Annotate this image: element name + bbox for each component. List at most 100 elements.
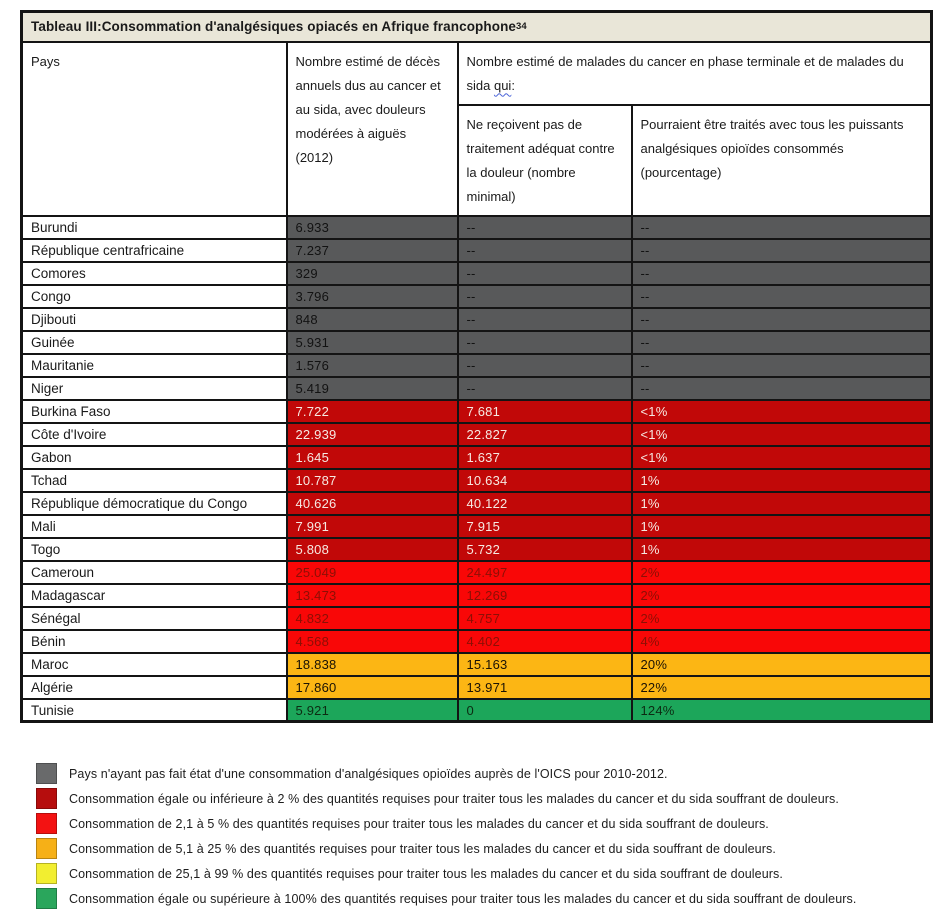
percent-value-cell: --: [630, 214, 933, 240]
percent-value-cell: --: [630, 237, 933, 263]
group-header-colon: :: [511, 77, 515, 93]
percent-value-cell: --: [630, 283, 933, 309]
percent-value-cell: 2%: [630, 559, 933, 585]
deaths-value-cell: 3.796: [285, 283, 459, 309]
percent-value-cell: 20%: [630, 651, 933, 677]
deaths-value-cell: 5.931: [285, 329, 459, 355]
legend-color-swatch: [36, 838, 57, 859]
table-row: Djibouti 848 -- --: [20, 306, 933, 332]
percent-value-cell: --: [630, 352, 933, 378]
untreated-value-cell: 10.634: [456, 467, 633, 493]
column-header-deaths: Nombre estimé de décès annuels dus au ca…: [285, 40, 459, 217]
deaths-value-cell: 4.568: [285, 628, 459, 654]
deaths-value-cell: 5.419: [285, 375, 459, 401]
country-name-cell: Burundi: [20, 214, 288, 240]
column-header-treatable: Pourraient être traités avec tous les pu…: [630, 103, 933, 217]
percent-value-cell: 2%: [630, 605, 933, 631]
table-row: Mauritanie 1.576 -- --: [20, 352, 933, 378]
deaths-value-cell: 7.237: [285, 237, 459, 263]
deaths-value-cell: 13.473: [285, 582, 459, 608]
footnote-marker: 34: [516, 20, 527, 32]
table-row: Congo 3.796 -- --: [20, 283, 933, 309]
deaths-value-cell: 848: [285, 306, 459, 332]
table-row: Togo 5.808 5.732 1%: [20, 536, 933, 562]
percent-value-cell: <1%: [630, 444, 933, 470]
table-row: Guinée 5.931 -- --: [20, 329, 933, 355]
country-name-cell: Maroc: [20, 651, 288, 677]
percent-value-cell: 1%: [630, 536, 933, 562]
country-name-cell: Mauritanie: [20, 352, 288, 378]
legend-item: Consommation de 5,1 à 25 % des quantités…: [36, 836, 926, 861]
untreated-value-cell: 22.827: [456, 421, 633, 447]
percent-value-cell: 1%: [630, 490, 933, 516]
untreated-value-cell: 1.637: [456, 444, 633, 470]
untreated-value-cell: 7.915: [456, 513, 633, 539]
table-title: Tableau III:Consommation d'analgésiques …: [20, 10, 933, 43]
percent-value-cell: --: [630, 375, 933, 401]
untreated-value-cell: 13.971: [456, 674, 633, 700]
untreated-value-cell: 5.732: [456, 536, 633, 562]
legend-color-swatch: [36, 888, 57, 909]
title-row: Tableau III:Consommation d'analgésiques …: [20, 10, 933, 43]
country-name-cell: Togo: [20, 536, 288, 562]
legend: Pays n'ayant pas fait état d'une consomm…: [36, 761, 926, 911]
country-name-cell: Mali: [20, 513, 288, 539]
table-row: Maroc 18.838 15.163 20%: [20, 651, 933, 677]
table-title-text: Tableau III:Consommation d'analgésiques …: [31, 18, 517, 34]
untreated-value-cell: --: [456, 352, 633, 378]
deaths-value-cell: 5.921: [285, 697, 459, 723]
table-row: République centrafricaine 7.237 -- --: [20, 237, 933, 263]
deaths-value-cell: 17.860: [285, 674, 459, 700]
percent-value-cell: 1%: [630, 513, 933, 539]
deaths-value-cell: 25.049: [285, 559, 459, 585]
deaths-value-cell: 5.808: [285, 536, 459, 562]
table-row: Cameroun 25.049 24.497 2%: [20, 559, 933, 585]
table-row: Madagascar 13.473 12.269 2%: [20, 582, 933, 608]
legend-item: Pays n'ayant pas fait état d'une consomm…: [36, 761, 926, 786]
country-name-cell: Côte d'Ivoire: [20, 421, 288, 447]
untreated-value-cell: --: [456, 306, 633, 332]
untreated-value-cell: 0: [456, 697, 633, 723]
deaths-value-cell: 22.939: [285, 421, 459, 447]
consumption-table: Tableau III:Consommation d'analgésiques …: [20, 10, 934, 724]
country-name-cell: Madagascar: [20, 582, 288, 608]
table-row: République démocratique du Congo 40.626 …: [20, 490, 933, 516]
country-name-cell: Niger: [20, 375, 288, 401]
untreated-value-cell: 24.497: [456, 559, 633, 585]
untreated-value-cell: 12.269: [456, 582, 633, 608]
country-name-cell: Cameroun: [20, 559, 288, 585]
header-row-2: Ne reçoivent pas de traitement adéquat c…: [22, 103, 933, 217]
legend-label: Consommation de 2,1 à 5 % des quantités …: [69, 816, 769, 831]
country-name-cell: Congo: [20, 283, 288, 309]
country-name-cell: Guinée: [20, 329, 288, 355]
untreated-value-cell: 40.122: [456, 490, 633, 516]
percent-value-cell: 4%: [630, 628, 933, 654]
untreated-value-cell: 7.681: [456, 398, 633, 424]
column-header-group: Nombre estimé de malades du cancer en ph…: [456, 40, 933, 106]
table-row: Mali 7.991 7.915 1%: [20, 513, 933, 539]
country-name-cell: Djibouti: [20, 306, 288, 332]
country-name-cell: Burkina Faso: [20, 398, 288, 424]
deaths-value-cell: 329: [285, 260, 459, 286]
deaths-value-cell: 7.722: [285, 398, 459, 424]
legend-color-swatch: [36, 763, 57, 784]
table-row: Niger 5.419 -- --: [20, 375, 933, 401]
country-name-cell: Tunisie: [20, 697, 288, 723]
country-name-cell: Tchad: [20, 467, 288, 493]
percent-value-cell: --: [630, 306, 933, 332]
table-body: Burundi 6.933 -- -- République centrafri…: [20, 214, 933, 723]
deaths-value-cell: 7.991: [285, 513, 459, 539]
percent-value-cell: <1%: [630, 398, 933, 424]
legend-label: Consommation de 5,1 à 25 % des quantités…: [69, 841, 776, 856]
table-row: Sénégal 4.832 4.757 2%: [20, 605, 933, 631]
deaths-value-cell: 10.787: [285, 467, 459, 493]
deaths-value-cell: 18.838: [285, 651, 459, 677]
legend-item: Consommation de 2,1 à 5 % des quantités …: [36, 811, 926, 836]
percent-value-cell: 22%: [630, 674, 933, 700]
deaths-value-cell: 1.576: [285, 352, 459, 378]
country-name-cell: Gabon: [20, 444, 288, 470]
legend-color-swatch: [36, 813, 57, 834]
untreated-value-cell: --: [456, 214, 633, 240]
untreated-value-cell: --: [456, 237, 633, 263]
